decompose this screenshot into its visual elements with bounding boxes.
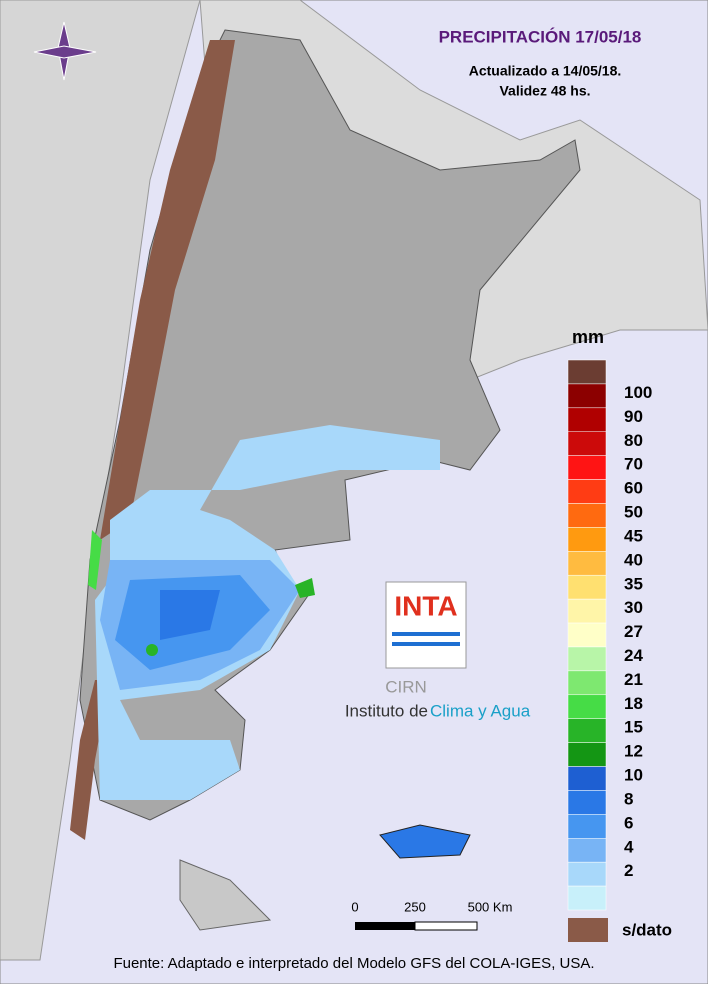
legend-swatch [567,646,607,672]
legend-label: 100 [624,383,652,402]
legend-label: 27 [624,622,643,641]
legend-swatch [567,790,607,815]
legend-swatch [567,479,607,504]
logo-box [385,581,467,669]
subtitle: Validez 48 hs. [499,83,590,99]
legend-swatch [567,407,607,432]
legend-label: 6 [624,813,633,832]
legend-label: 30 [624,598,643,617]
precip-area [160,590,220,640]
legend-swatch [567,885,607,911]
legend-label: 60 [624,479,643,498]
legend-label: 18 [624,694,643,713]
legend-swatch [567,574,607,600]
precip-area [295,578,315,598]
legend-label: 40 [624,550,643,569]
legend-swatch [567,503,607,528]
precip-area [146,644,158,656]
precip-area [88,530,102,590]
legend-swatch [567,598,607,624]
no-data-label: s/dato [622,920,672,939]
legend-label: 15 [624,718,643,737]
legend-swatch [567,383,607,409]
no-data-swatch [568,918,608,942]
legend-label: 12 [624,742,643,761]
legend-label: 10 [624,766,643,785]
legend-swatch [567,742,607,767]
source: Fuente: Adaptado e interpretado del Mode… [113,955,594,972]
legend-label: 21 [624,670,643,689]
scale-label: 250 [404,899,426,914]
legend-label: 24 [624,646,643,665]
malvinas [379,824,471,859]
logo-stripe [392,632,460,636]
legend-swatch [567,766,607,791]
subtitle: Actualizado a 14/05/18. [469,63,622,79]
scale-label: 0 [351,899,358,914]
compass [33,21,97,81]
legend-swatch [567,694,607,719]
legend-label: 4 [624,837,634,856]
logo-name: INTA [394,590,457,621]
title: PRECIPITACIÓN 17/05/18 [439,27,642,46]
scale-bar [355,922,415,930]
legend-swatch [567,838,607,863]
legend-swatch [567,622,607,648]
legend-label: 8 [624,789,633,808]
logo-org: CIRN [385,677,427,696]
legend-unit: mm [572,327,604,347]
legend-swatch [567,359,607,385]
scale-bar [414,921,478,931]
logo-institute-highlight: Clima y Agua [430,701,531,720]
legend-label: 2 [624,861,633,880]
legend-swatch [567,431,607,456]
logo-institute: Instituto de [345,701,428,720]
legend-swatch [567,527,607,552]
legend: 100 90 80 70 60 50 45 40 35 30 27 24 21 18 15 12 10 8 6 4 2 [567,359,652,911]
legend-label: 35 [624,574,643,593]
legend-swatch [567,455,607,480]
legend-label: 90 [624,407,643,426]
legend-swatch [567,551,607,576]
scale-label: 500 Km [468,899,513,914]
legend-label: 45 [624,526,643,545]
legend-swatch [567,670,607,696]
tierra-del-fuego [179,859,272,931]
legend-label: 50 [624,503,643,522]
logo-stripe [392,642,460,646]
legend-swatch [567,861,607,887]
legend-label: 80 [624,431,643,450]
no-data-area [100,40,235,540]
legend-swatch [567,814,607,839]
legend-swatch [567,718,607,743]
legend-label: 70 [624,455,643,474]
